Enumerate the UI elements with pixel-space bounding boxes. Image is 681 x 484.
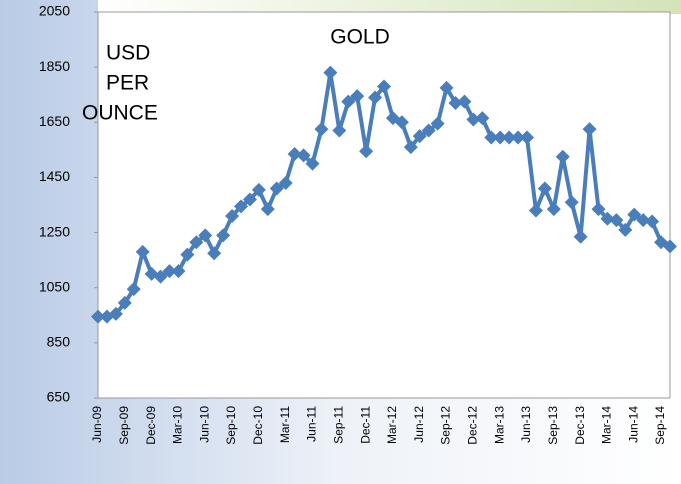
marker	[341, 94, 356, 109]
x-tick-label: Sep-13	[546, 406, 560, 445]
y-tick-label: 1850	[39, 58, 70, 74]
x-tick-label: Sep-11	[331, 406, 345, 444]
marker	[198, 228, 213, 243]
marker	[296, 148, 311, 163]
marker	[359, 144, 374, 159]
marker	[225, 209, 240, 224]
marker	[520, 130, 534, 145]
marker	[573, 229, 588, 244]
marker	[466, 112, 481, 127]
marker	[484, 130, 499, 145]
marker	[305, 156, 320, 171]
marker	[412, 129, 427, 144]
x-tick-label: Sep-12	[439, 406, 453, 445]
x-tick-label: Dec-12	[466, 406, 480, 445]
y-tick-label: 650	[47, 389, 71, 405]
x-tick-label: Sep-14	[653, 406, 667, 445]
annotation: PER	[106, 72, 149, 95]
marker	[323, 65, 338, 80]
marker	[207, 246, 222, 261]
x-tick-label: Jun-12	[412, 406, 426, 443]
marker	[403, 140, 418, 155]
marker	[475, 111, 490, 126]
marker	[430, 116, 445, 131]
marker	[663, 239, 677, 254]
annotation: OUNCE	[82, 102, 158, 125]
marker	[153, 269, 168, 284]
marker	[627, 207, 642, 222]
y-tick-label: 1650	[39, 113, 70, 129]
marker	[260, 202, 275, 217]
x-tick-label: Jun-14	[626, 406, 640, 443]
marker	[108, 306, 123, 321]
marker	[582, 122, 597, 137]
marker	[600, 211, 615, 226]
marker	[394, 115, 409, 130]
x-tick-label: Mar-10	[171, 406, 185, 444]
marker	[511, 130, 526, 145]
marker	[493, 130, 508, 145]
x-tick-label: Mar-13	[492, 406, 506, 444]
marker	[448, 95, 463, 110]
marker	[287, 146, 302, 161]
x-tick-label: Dec-13	[573, 406, 587, 445]
x-tick-label: Mar-11	[278, 406, 292, 443]
x-tick-label: Jun-10	[197, 406, 211, 443]
y-tick-label: 1050	[39, 278, 70, 294]
marker	[180, 247, 195, 262]
marker	[91, 309, 105, 324]
marker	[502, 130, 517, 145]
marker	[135, 244, 150, 259]
marker	[618, 222, 633, 237]
marker	[117, 295, 132, 310]
marker	[555, 149, 570, 164]
y-tick-label: 2050	[39, 3, 70, 19]
marker	[171, 264, 186, 279]
x-tick-label: Mar-14	[600, 406, 614, 444]
marker	[126, 282, 141, 297]
marker	[242, 192, 257, 207]
marker	[457, 94, 472, 109]
x-tick-label: Jun-09	[90, 406, 104, 443]
marker	[162, 264, 177, 279]
marker	[251, 182, 266, 197]
x-tick-label: Mar-12	[385, 406, 399, 444]
marker	[645, 214, 660, 229]
x-tick-label: Dec-11	[358, 406, 372, 444]
marker	[636, 213, 651, 228]
marker	[269, 181, 284, 196]
marker	[332, 123, 347, 138]
marker	[564, 195, 579, 210]
x-tick-label: Jun-13	[519, 406, 533, 443]
marker	[314, 122, 329, 137]
x-tick-label: Dec-09	[144, 406, 158, 445]
marker	[421, 123, 436, 138]
marker	[439, 80, 454, 95]
y-tick-label: 1250	[39, 223, 70, 239]
marker	[537, 181, 552, 196]
y-tick-label: 850	[47, 334, 71, 350]
x-tick-label: Dec-10	[251, 406, 265, 445]
marker	[546, 202, 561, 217]
marker	[234, 199, 248, 214]
marker	[216, 228, 231, 243]
marker	[609, 213, 624, 228]
marker	[528, 203, 543, 218]
y-tick-label: 1450	[39, 168, 70, 184]
top-band	[98, 0, 681, 14]
marker	[368, 90, 383, 105]
marker	[189, 235, 204, 250]
annotation: USD	[106, 42, 150, 65]
x-tick-label: Sep-09	[117, 406, 131, 445]
marker	[377, 79, 391, 94]
marker	[350, 89, 365, 104]
marker	[278, 175, 293, 190]
x-tick-label: Sep-10	[224, 406, 238, 445]
chart-title: GOLD	[330, 26, 390, 49]
x-tick-label: Jun-11	[305, 406, 319, 442]
marker	[591, 202, 606, 217]
